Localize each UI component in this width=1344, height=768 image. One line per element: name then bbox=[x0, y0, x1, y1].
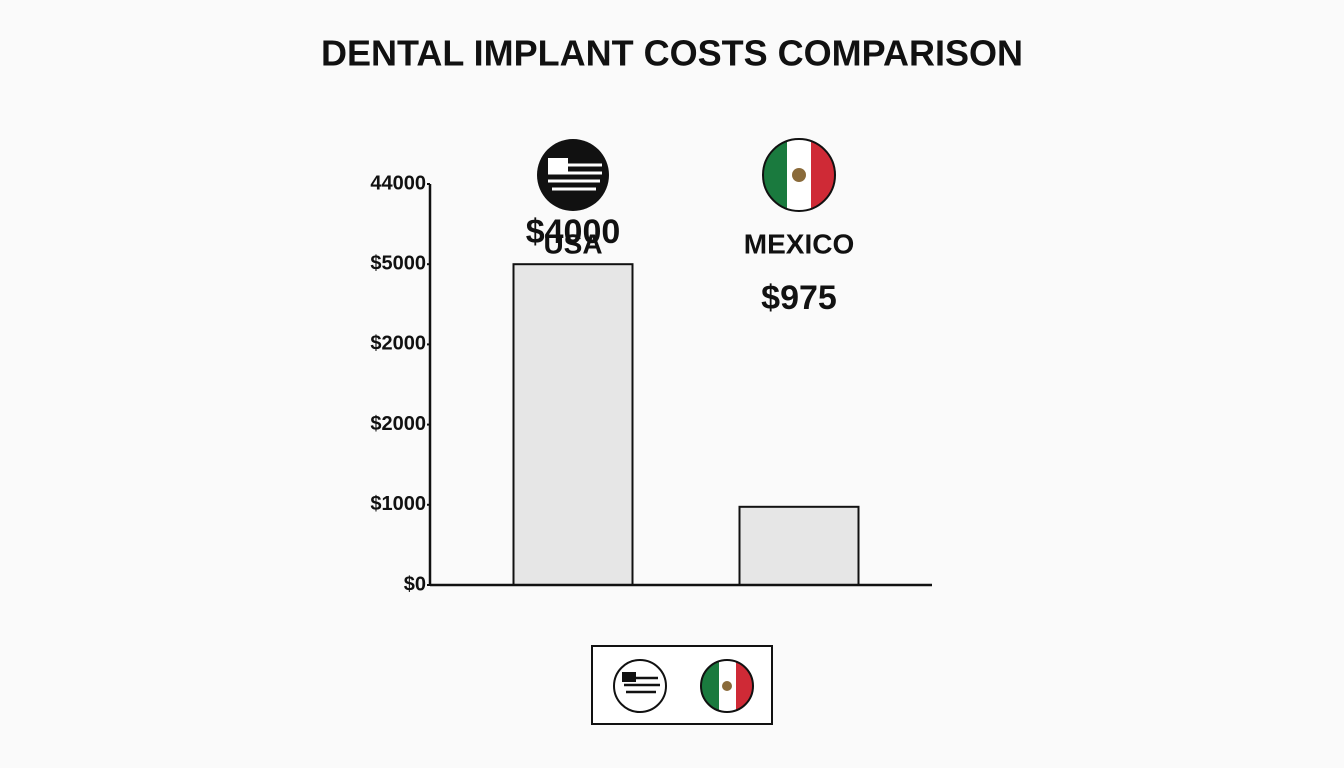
y-tick-label: $1000 bbox=[370, 493, 426, 515]
bar bbox=[738, 505, 860, 586]
value-label: $4000 bbox=[526, 213, 621, 251]
y-tick-label: $0 bbox=[404, 573, 426, 595]
value-label: $975 bbox=[761, 279, 837, 317]
bar bbox=[512, 263, 634, 586]
chart-title: DENTAL IMPLANT COSTS COMPARISON bbox=[321, 33, 1023, 74]
y-tick-label: 44000 bbox=[370, 172, 426, 194]
y-tick-label: $5000 bbox=[370, 252, 426, 274]
legend bbox=[591, 645, 773, 725]
usa-flag-icon bbox=[537, 139, 609, 211]
mexico-flag-icon bbox=[762, 138, 836, 212]
category-label: USA bbox=[543, 228, 602, 259]
category-label: MEXICO bbox=[744, 228, 854, 259]
y-tick-label: $2000 bbox=[370, 333, 426, 355]
y-tick-label: $2000 bbox=[370, 413, 426, 435]
